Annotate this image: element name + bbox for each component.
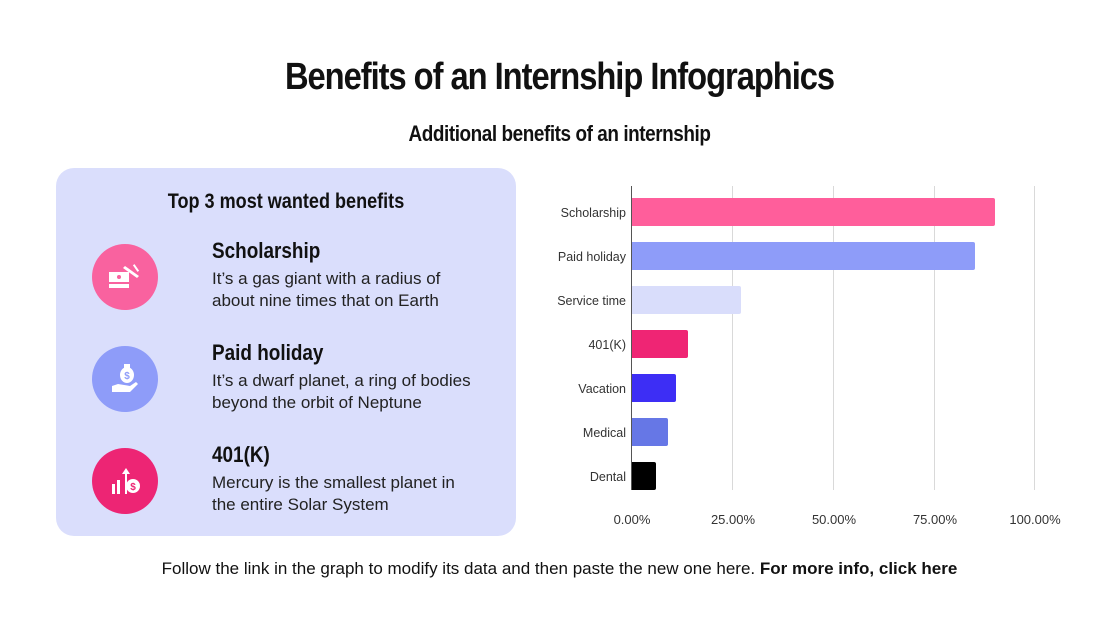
bar-service-time <box>632 286 741 314</box>
x-tick-label: 0.00% <box>613 512 651 527</box>
x-tick-label: 100.00% <box>1009 512 1061 527</box>
bar-vacation <box>632 374 677 402</box>
benefit-description: Mercury is the smallest planet in the ent… <box>212 473 455 514</box>
benefit-item-401k: $ 401(K) Mercury is the smallest planet … <box>92 442 512 522</box>
footer-note: Follow the link in the graph to modify i… <box>0 559 1119 579</box>
category-label: Medical <box>582 426 626 440</box>
gridline <box>732 186 733 490</box>
category-label: Vacation <box>578 382 626 396</box>
bar-chart: Scholarship Paid holiday Service time 40… <box>540 180 1080 530</box>
benefit-title: Scholarship <box>212 238 321 263</box>
x-tick-label: 25.00% <box>710 512 756 527</box>
x-tick-label: 50.00% <box>811 512 857 527</box>
category-label: Paid holiday <box>557 250 626 264</box>
benefit-item-scholarship: Scholarship It’s a gas giant with a radi… <box>92 238 512 318</box>
benefits-panel: Top 3 most wanted benefits Scholarship I… <box>56 168 516 536</box>
category-label: Dental <box>589 470 626 484</box>
x-tick-label: 75.00% <box>912 512 958 527</box>
bar-medical <box>632 418 669 446</box>
footer-text: Follow the link in the graph to modify i… <box>161 559 760 578</box>
benefit-title: Paid holiday <box>212 340 324 365</box>
benefit-description: It’s a dwarf planet, a ring of bodies bey… <box>212 371 471 412</box>
bar-dental <box>632 462 657 490</box>
y-axis-line <box>631 186 632 490</box>
benefit-title: 401(K) <box>212 442 270 467</box>
benefit-description: It’s a gas giant with a radius of about n… <box>212 269 441 310</box>
svg-text:$: $ <box>124 371 130 382</box>
gridline <box>1034 186 1035 490</box>
more-info-link[interactable]: For more info, click here <box>759 559 958 578</box>
graduation-cap-icon <box>92 244 158 310</box>
gridline <box>934 186 935 490</box>
category-label: 401(K) <box>588 338 626 352</box>
category-label: Service time <box>557 294 626 308</box>
bar-401k <box>632 330 689 358</box>
benefit-item-paid-holiday: $ Paid holiday It’s a dwarf planet, a ri… <box>92 340 512 420</box>
bar-scholarship <box>632 198 995 226</box>
growth-dollar-icon: $ <box>92 448 158 514</box>
gridline <box>833 186 834 490</box>
category-label: Scholarship <box>560 206 626 220</box>
svg-text:$: $ <box>130 482 136 493</box>
bar-paid-holiday <box>632 242 975 270</box>
panel-title: Top 3 most wanted benefits <box>167 190 405 213</box>
money-bag-hand-icon: $ <box>92 346 158 412</box>
page-title: Benefits of an Internship Infographics <box>284 56 835 98</box>
page-subtitle: Additional benefits of an internship <box>408 121 711 146</box>
